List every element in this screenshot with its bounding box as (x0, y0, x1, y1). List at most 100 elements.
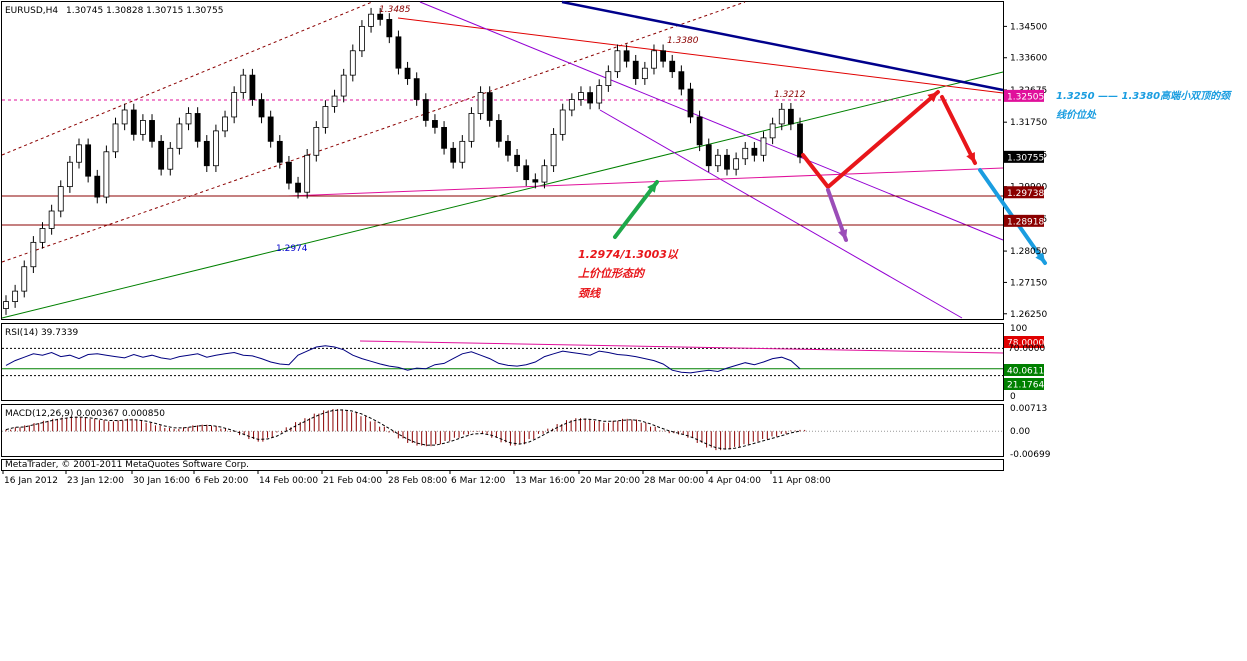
x-tick-label-8: 13 Mar 16:00 (515, 476, 575, 486)
price-tag-bg-2 (1004, 186, 1044, 199)
price-y-axis: 1.345001.336001.326751.317501.308251.299… (1003, 22, 1047, 320)
candle-body-67 (614, 50, 621, 73)
candle-body-36 (331, 95, 338, 107)
candle-body-27 (249, 74, 256, 100)
ohlc-readout: 1.30745 1.30828 1.30715 1.30755 (66, 6, 223, 16)
resistance-line (397, 17, 1004, 94)
candle-body-70 (641, 67, 648, 80)
candle-body-87 (797, 123, 803, 158)
candle-body-41 (377, 13, 384, 20)
macd-title: MACD(12,26,9) 0.000367 0.000850 (5, 409, 165, 419)
y-tick-label-9: 1.26250 (1010, 310, 1047, 320)
candle-body-53 (486, 92, 493, 121)
arrow-down-red-head (966, 152, 975, 163)
rsi-trendline (359, 340, 1004, 354)
candle-body-17 (158, 140, 165, 170)
candle-body-16 (149, 120, 155, 142)
candle-body-30 (276, 140, 283, 163)
candle-body-37 (340, 74, 347, 97)
candle-body-74 (678, 71, 685, 90)
neckline-note-line-1: 1.2974/1.3003以 (578, 248, 679, 261)
candle-body-62 (568, 99, 575, 111)
macd-tick-label-1: 0.00 (1010, 427, 1030, 437)
candle-body-0 (3, 301, 9, 309)
candle-body-82 (751, 147, 758, 156)
candle-body-80 (733, 158, 740, 170)
candle-body-2 (21, 266, 28, 292)
candle-body-29 (267, 116, 274, 142)
candle-body-55 (505, 140, 511, 156)
y-tick-label-1: 1.33600 (1010, 54, 1047, 64)
purple-channel-upper (419, 1, 1004, 241)
arrow-blue-head (1035, 252, 1045, 263)
candle-body-75 (687, 88, 694, 118)
candle-body-28 (258, 99, 265, 118)
annotation-low-1-2974: 1.2974 (276, 244, 308, 254)
candle-body-21 (194, 113, 201, 142)
price-tag-bg-0 (1004, 89, 1044, 102)
candle-body-24 (222, 116, 228, 132)
candle-body-69 (632, 60, 639, 80)
candle-body-52 (477, 92, 484, 114)
candle-body-8 (76, 144, 82, 163)
arrow-up-red (801, 90, 940, 189)
x-tick-label-9: 20 Mar 20:00 (580, 476, 640, 486)
x-tick-label-7: 6 Mar 12:00 (451, 476, 506, 486)
candle-body-45 (413, 78, 420, 100)
macd-series (2, 409, 1003, 451)
candle-body-48 (441, 127, 447, 149)
candle-body-33 (304, 154, 311, 193)
candle-body-56 (514, 154, 520, 167)
rsi-tag-label-2: 40.0611 (1007, 367, 1044, 377)
candle-body-34 (313, 127, 320, 156)
candle-body-23 (213, 130, 219, 167)
copyright: MetaTrader, © 2001-2011 MetaQuotes Softw… (5, 460, 249, 470)
candle-body-9 (85, 144, 92, 177)
price-tag-label-1: 1.30755 (1007, 153, 1044, 163)
arrow-green-head (647, 182, 657, 193)
candle-body-63 (578, 92, 584, 100)
candle-body-22 (203, 140, 210, 167)
candle-body-79 (724, 154, 730, 170)
candle-body-43 (395, 36, 402, 69)
candle-body-66 (605, 71, 612, 87)
candle-body-84 (769, 123, 776, 139)
y-tick-label-3: 1.31750 (1010, 118, 1047, 128)
price-panel (1, 1, 1004, 320)
price-tag-bg-1 (1004, 150, 1044, 163)
price-tag-bg-3 (1004, 214, 1044, 227)
candle-body-39 (359, 25, 365, 52)
x-tick-label-11: 4 Apr 04:00 (708, 476, 761, 486)
arrow-down-red (940, 95, 977, 165)
rsi-tag-bg-0 (1004, 336, 1044, 348)
candle-body-81 (742, 147, 749, 160)
candle-body-57 (523, 165, 530, 181)
candles (3, 7, 803, 315)
purple-channel-lower (599, 109, 963, 319)
candle-body-86 (787, 108, 794, 125)
channel-upper (1, 1, 373, 156)
candle-body-64 (587, 92, 593, 104)
time-x-axis: 16 Jan 2012 23 Jan 12:00 30 Jan 16:00 6 Feb… (2, 470, 831, 486)
arrow-purple-head (838, 229, 848, 240)
candle-body-49 (450, 147, 457, 163)
candle-body-85 (778, 108, 785, 125)
arrow-up-red-head (927, 92, 938, 103)
x-tick-label-10: 28 Mar 00:00 (644, 476, 704, 486)
candle-body-77 (705, 144, 712, 167)
rsi-tag-label-1: 70.0000 (1008, 344, 1045, 354)
annotation-high-1-3485: 1.3485 (379, 5, 411, 15)
trend-lines (1, 0, 1004, 319)
candle-body-76 (696, 116, 703, 146)
candle-body-25 (231, 92, 238, 118)
rsi-line (5, 345, 801, 374)
rsi-tag-label-3: 21.1764 (1007, 381, 1044, 391)
candle-body-18 (167, 147, 174, 170)
x-tick-label-5: 21 Feb 04:00 (323, 476, 382, 486)
candle-body-32 (295, 182, 301, 193)
blue-trendline (561, 0, 1004, 92)
rsi-tag-label-0: 78.0000 (1007, 339, 1044, 349)
candle-body-15 (139, 120, 146, 135)
candle-body-46 (422, 99, 429, 121)
